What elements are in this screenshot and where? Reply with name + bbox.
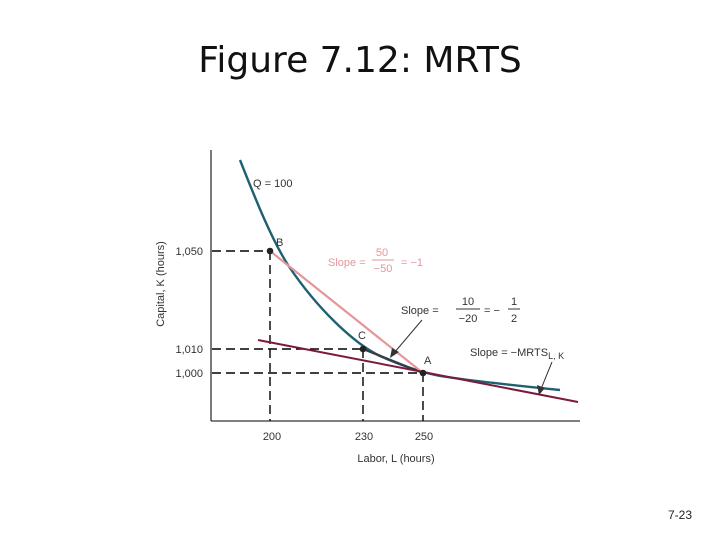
mrts-arrow-line <box>540 361 553 390</box>
slope-mrts-subscript: L, K <box>548 351 564 361</box>
slope-ca-den2: 2 <box>511 313 517 325</box>
y-tick-1050: 1,050 <box>175 246 203 258</box>
point-label-a: A <box>424 355 432 367</box>
point-label-c: C <box>358 330 366 342</box>
y-tick-1000: 1,000 <box>175 368 203 380</box>
slope-ca-prefix: Slope = <box>401 305 439 317</box>
point-b <box>266 247 274 255</box>
slope-ca-arrowhead <box>390 348 399 358</box>
slope-bc-result: = −1 <box>401 257 423 269</box>
mrts-arrowhead <box>537 385 545 395</box>
mrts-tangent-line <box>257 339 579 403</box>
slope-bc-prefix: Slope = <box>328 257 366 269</box>
dashed-guides <box>212 250 424 421</box>
point-label-b: B <box>276 237 283 249</box>
slope-ca-mid: = − <box>484 305 500 317</box>
x-axis-title: Labor, L (hours) <box>357 453 434 465</box>
slope-label-mrts: Slope = −MRTSL, K <box>470 347 564 361</box>
y-axis-title: Capital, K (hours) <box>155 241 167 327</box>
point-a <box>419 369 427 377</box>
slope-label-ca: Slope = 10 −20 = − 1 2 <box>401 296 520 325</box>
slide-title: Figure 7.12: MRTS <box>198 40 522 81</box>
isoquant-label: Q = 100 <box>253 178 292 190</box>
x-tick-250: 250 <box>415 431 433 443</box>
slope-ca-num: 10 <box>462 296 474 308</box>
slope-mrts-text: Slope = −MRTS <box>470 347 548 359</box>
slope-ca-arrow-line <box>393 319 423 354</box>
x-tick-200: 200 <box>263 431 281 443</box>
x-tick-230: 230 <box>355 431 373 443</box>
page-number: 7-23 <box>667 508 692 522</box>
point-c <box>359 345 367 353</box>
slope-bc-num: 50 <box>376 247 388 259</box>
chord-c-a <box>362 347 424 375</box>
y-tick-1010: 1,010 <box>175 344 203 356</box>
slope-ca-num2: 1 <box>511 296 517 308</box>
slope-ca-den: −20 <box>459 313 478 325</box>
slope-label-bc: Slope = 50 −50 = −1 <box>328 247 423 275</box>
slope-bc-den: −50 <box>374 263 393 275</box>
